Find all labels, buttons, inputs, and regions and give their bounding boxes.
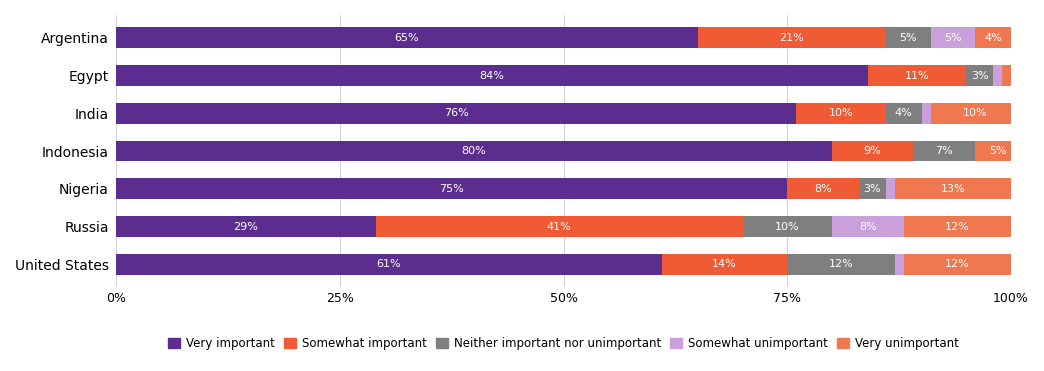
Bar xyxy=(885,103,922,124)
Text: 65%: 65% xyxy=(395,33,420,43)
Bar xyxy=(975,27,1011,48)
Bar xyxy=(116,254,662,275)
Bar xyxy=(912,141,975,161)
Bar xyxy=(662,254,787,275)
Bar xyxy=(922,103,930,124)
Text: 12%: 12% xyxy=(945,259,970,269)
Bar xyxy=(895,178,1011,199)
Bar xyxy=(930,103,1020,124)
Bar xyxy=(376,216,742,237)
Text: 9%: 9% xyxy=(863,146,881,156)
Text: 13%: 13% xyxy=(941,184,966,194)
Bar xyxy=(930,27,975,48)
Bar xyxy=(895,254,904,275)
Bar xyxy=(832,141,912,161)
Text: 10%: 10% xyxy=(829,108,853,118)
Bar xyxy=(787,178,859,199)
Text: 5%: 5% xyxy=(944,33,962,43)
Text: 76%: 76% xyxy=(444,108,469,118)
Bar xyxy=(859,178,885,199)
Text: 41%: 41% xyxy=(547,221,571,232)
Text: 4%: 4% xyxy=(895,108,912,118)
Bar xyxy=(742,216,832,237)
Bar xyxy=(116,27,697,48)
Bar xyxy=(116,141,832,161)
Text: 8%: 8% xyxy=(814,184,832,194)
Text: 11%: 11% xyxy=(905,70,929,81)
Bar xyxy=(904,254,1011,275)
Bar xyxy=(832,216,904,237)
Text: 7%: 7% xyxy=(935,146,953,156)
Bar xyxy=(116,103,797,124)
Text: 10%: 10% xyxy=(963,108,988,118)
Legend: Very important, Somewhat important, Neither important nor unimportant, Somewhat : Very important, Somewhat important, Neit… xyxy=(164,334,963,354)
Bar xyxy=(697,27,885,48)
Bar xyxy=(116,178,787,199)
Text: 5%: 5% xyxy=(899,33,917,43)
Text: 29%: 29% xyxy=(233,221,258,232)
Bar xyxy=(868,65,967,86)
Text: 12%: 12% xyxy=(945,221,970,232)
Bar xyxy=(787,254,895,275)
Bar xyxy=(116,65,868,86)
Text: 12%: 12% xyxy=(829,259,853,269)
Text: 8%: 8% xyxy=(859,221,877,232)
Text: 14%: 14% xyxy=(712,259,737,269)
Text: 80%: 80% xyxy=(461,146,487,156)
Bar xyxy=(967,65,993,86)
Text: 21%: 21% xyxy=(780,33,804,43)
Text: 4%: 4% xyxy=(984,33,1002,43)
Text: 84%: 84% xyxy=(479,70,504,81)
Bar xyxy=(116,216,376,237)
Bar xyxy=(993,65,1002,86)
Text: 10%: 10% xyxy=(775,221,800,232)
Text: 61%: 61% xyxy=(377,259,401,269)
Bar xyxy=(885,27,930,48)
Bar xyxy=(885,178,895,199)
Text: 5%: 5% xyxy=(989,146,1006,156)
Text: 75%: 75% xyxy=(440,184,464,194)
Bar xyxy=(975,141,1020,161)
Text: 3%: 3% xyxy=(863,184,881,194)
Text: 3%: 3% xyxy=(971,70,989,81)
Bar xyxy=(904,216,1011,237)
Bar xyxy=(797,103,885,124)
Bar xyxy=(1002,65,1011,86)
